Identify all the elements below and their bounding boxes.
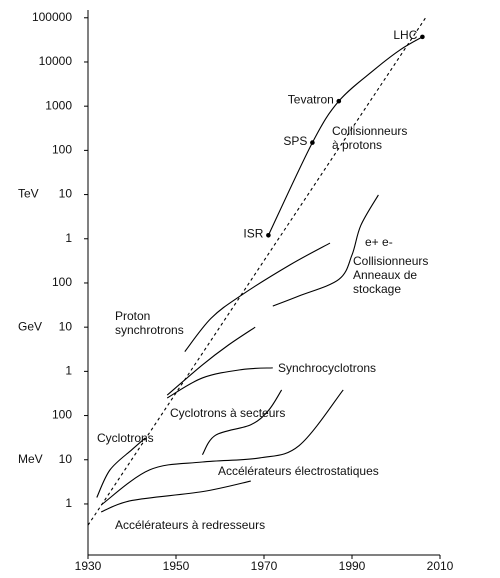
- annotation: stockage: [353, 282, 401, 296]
- y-tick-label: 100: [52, 275, 72, 289]
- y-unit-label: MeV: [18, 452, 43, 466]
- annotation: Cyclotrons à secteurs: [170, 406, 285, 420]
- point: [310, 140, 315, 145]
- annotation: e+ e-: [365, 235, 393, 249]
- point-label: ISR: [243, 226, 263, 240]
- curve: [272, 194, 379, 307]
- point-label: SPS: [283, 134, 307, 148]
- annotation: Collisionneurs: [353, 254, 428, 268]
- y-tick-label: 100: [52, 408, 72, 422]
- curve: [96, 437, 146, 498]
- curve: [267, 36, 423, 236]
- point: [266, 232, 271, 238]
- x-tick-label: 1970: [251, 559, 278, 573]
- y-tick-label: 1: [65, 231, 72, 245]
- x-tick-label: 1950: [163, 559, 190, 573]
- curve: [184, 242, 331, 352]
- x-tick-label: 2010: [427, 559, 454, 573]
- curve: [166, 326, 256, 396]
- curve: [100, 389, 344, 506]
- y-tick-label: 1000: [45, 98, 72, 112]
- point-label: Tevatron: [288, 92, 334, 106]
- y-unit-label: GeV: [18, 319, 42, 333]
- x-tick-label: 1990: [339, 559, 366, 573]
- curve: [201, 389, 283, 456]
- y-tick-label: 10: [59, 319, 73, 333]
- y-unit-label: TeV: [18, 187, 39, 201]
- y-tick-label: 1: [65, 364, 72, 378]
- annotation: à protons: [332, 138, 382, 152]
- annotation: Collisionneurs: [332, 124, 407, 138]
- annotation: Accélérateurs électrostatiques: [218, 464, 379, 478]
- point: [420, 34, 425, 40]
- curve: [100, 480, 251, 513]
- annotation: Proton: [115, 309, 150, 323]
- y-tick-label: 10: [59, 187, 73, 201]
- point: [336, 98, 342, 104]
- y-tick-label: 100000: [32, 10, 72, 24]
- annotation: Accélérateurs à redresseurs: [115, 518, 265, 532]
- x-tick-label: 1930: [75, 559, 102, 573]
- y-tick-label: 100: [52, 143, 72, 157]
- annotation: synchrotrons: [115, 323, 184, 337]
- y-tick-label: 1: [65, 496, 72, 510]
- curve: [166, 367, 273, 399]
- point-label: LHC: [393, 28, 417, 42]
- y-tick-label: 10000: [39, 54, 73, 68]
- annotation: Cyclotrons: [97, 431, 154, 445]
- annotation: Anneaux de: [353, 268, 417, 282]
- y-tick-label: 10: [59, 452, 73, 466]
- annotation: Synchrocyclotrons: [278, 361, 376, 375]
